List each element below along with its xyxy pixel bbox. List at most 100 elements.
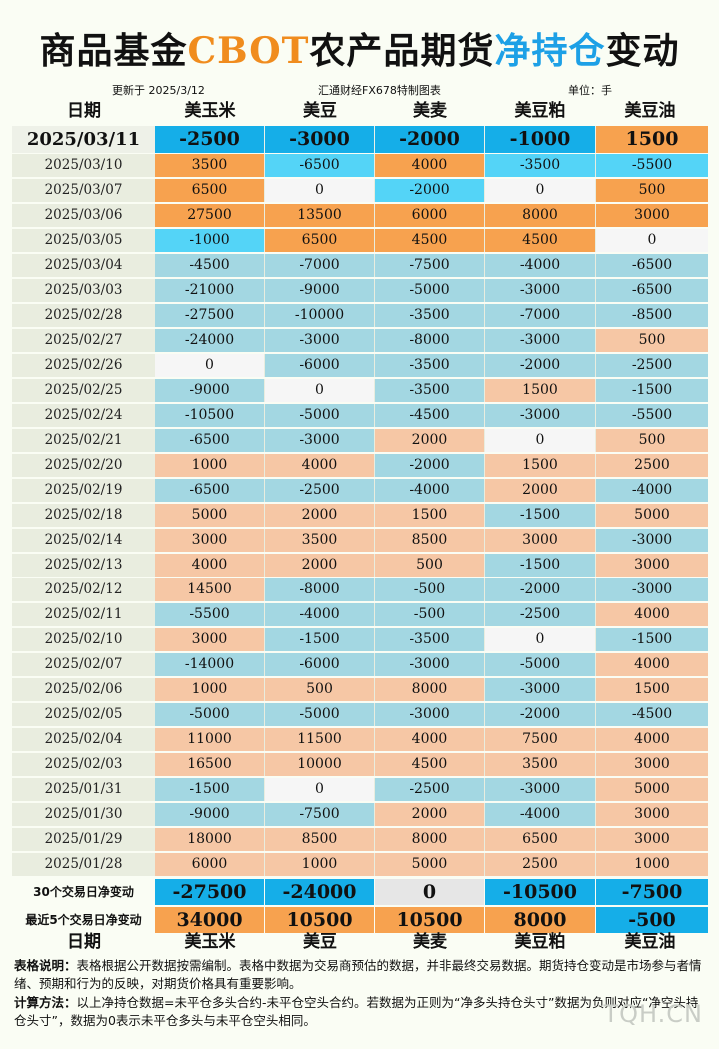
table-cell: -6500 [596, 279, 708, 302]
row-date: 2025/02/14 [44, 532, 123, 548]
table-cell: 2000 [265, 554, 374, 577]
table-cell: -6500 [155, 479, 264, 502]
row-date: 2025/02/05 [44, 706, 123, 722]
table-cell: -8500 [596, 304, 708, 327]
table-cell: -5500 [596, 404, 708, 427]
calculation-method-text: 以上净持仓数据=未平仓多头合约-未平仓空头合约。若数据为正则为“净多头持仓头寸”… [14, 995, 699, 1028]
unit-label: 单位：手 [568, 84, 612, 97]
table-cell: -5000 [265, 703, 374, 726]
table-cell: -9000 [265, 279, 374, 302]
table-cell: -8000 [265, 578, 374, 601]
summary-cell: 34000 [155, 907, 264, 933]
table-cell: 3000 [596, 554, 708, 577]
table-cell: 4500 [485, 229, 595, 252]
table-cell: 0 [596, 229, 708, 252]
table-cell: -3000 [485, 404, 595, 427]
table-cell: 0 [485, 179, 595, 202]
table-cell: 3500 [265, 529, 374, 552]
table-cell: -5500 [155, 603, 264, 626]
row-date: 2025/03/05 [44, 232, 123, 248]
table-cell: 500 [375, 554, 484, 577]
column-footer-2: 美豆 [303, 932, 337, 952]
table-cell: -2500 [265, 479, 374, 502]
table-cell: 500 [596, 179, 708, 202]
table-cell: -3000 [485, 778, 595, 801]
summary-cell: -27500 [155, 879, 264, 905]
table-cell: -4000 [485, 254, 595, 277]
table-cell: -3000 [596, 529, 708, 552]
table-cell: 3000 [596, 753, 708, 776]
table-cell: -1000 [155, 229, 264, 252]
table-cell: -2500 [375, 778, 484, 801]
table-cell: -3000 [265, 126, 374, 153]
summary-cell: 10500 [265, 907, 374, 933]
summary-label: 30个交易日净变动 [33, 885, 134, 899]
table-cell: -24000 [155, 329, 264, 352]
table-cell: 1000 [155, 678, 264, 701]
table-cell: 5000 [596, 504, 708, 527]
table-cell: 0 [485, 429, 595, 452]
table-cell: -5000 [375, 279, 484, 302]
table-cell: -1500 [485, 554, 595, 577]
table-cell: -3500 [375, 304, 484, 327]
summary-cell: 0 [375, 879, 484, 905]
row-date: 2025/02/12 [44, 581, 123, 597]
table-cell: -6500 [155, 429, 264, 452]
table-cell: -5500 [596, 154, 708, 177]
table-cell: 7500 [485, 728, 595, 751]
table-cell: 16500 [155, 753, 264, 776]
table-cell: 2000 [375, 803, 484, 826]
table-cell: -3000 [265, 429, 374, 452]
table-cell: 0 [265, 778, 374, 801]
table-cell: -7500 [375, 254, 484, 277]
table-cell: 3000 [485, 529, 595, 552]
table-cell: -3000 [485, 678, 595, 701]
column-footer-4: 美豆粕 [514, 932, 566, 952]
table-cell: 4500 [375, 753, 484, 776]
calculation-method: 计算方法：以上净持仓数据=未平仓多头合约-未平仓空头合约。若数据为正则为“净多头… [14, 994, 704, 1030]
row-date: 2025/03/10 [44, 157, 123, 173]
table-cell: -4500 [375, 404, 484, 427]
table-cell: 500 [596, 329, 708, 352]
watermark: TQH.CN [603, 1000, 703, 1028]
table-cell: 4000 [596, 653, 708, 676]
summary-cell: -24000 [265, 879, 374, 905]
table-cell: -3500 [375, 354, 484, 377]
table-cell: 2000 [485, 479, 595, 502]
table-cell: 5000 [375, 853, 484, 876]
table-cell: 11000 [155, 728, 264, 751]
table-cell: 1500 [485, 379, 595, 402]
table-cell: -3000 [265, 329, 374, 352]
table-cell: -1000 [485, 126, 595, 153]
row-date: 2025/03/11 [26, 129, 141, 150]
table-cell: -2500 [155, 126, 264, 153]
row-date: 2025/02/06 [44, 681, 123, 697]
column-footer-5: 美豆油 [624, 932, 676, 952]
row-date: 2025/02/21 [44, 432, 123, 448]
table-cell: 8000 [485, 204, 595, 227]
table-cell: 27500 [155, 204, 264, 227]
table-cell: -2000 [375, 454, 484, 477]
row-date: 2025/01/28 [44, 856, 123, 872]
table-cell: -4000 [596, 479, 708, 502]
table-cell: -4000 [375, 479, 484, 502]
table-cell: -500 [375, 578, 484, 601]
table-cell: 500 [265, 678, 374, 701]
table-cell: 4000 [155, 554, 264, 577]
table-cell: 1000 [265, 853, 374, 876]
table-cell: 3500 [155, 154, 264, 177]
column-footer-3: 美麦 [413, 932, 447, 952]
column-header-0: 日期 [67, 101, 101, 121]
table-cell: -4000 [265, 603, 374, 626]
table-cell: -500 [375, 603, 484, 626]
table-cell: 14500 [155, 578, 264, 601]
table-cell: -2000 [485, 703, 595, 726]
title-part-1: 商品基金 [39, 30, 188, 72]
table-cell: 4000 [375, 154, 484, 177]
chart-source: 汇通财经FX678特制图表 [318, 84, 441, 97]
row-date: 2025/01/30 [44, 806, 123, 822]
table-cell: -6500 [265, 154, 374, 177]
table-cell: -8000 [375, 329, 484, 352]
table-cell: 3000 [596, 803, 708, 826]
table-cell: 2500 [596, 454, 708, 477]
